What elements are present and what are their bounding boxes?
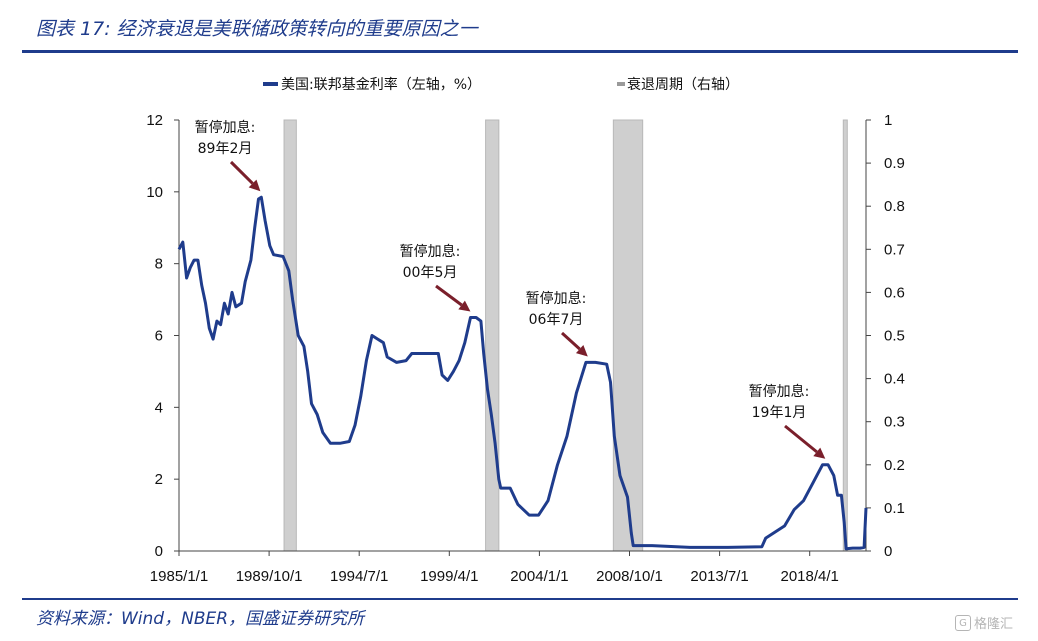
recession-bar-3 <box>612 119 644 552</box>
x-tick-label: 1994/7/1 <box>330 568 388 585</box>
x-tick-label: 2008/10/1 <box>596 568 663 585</box>
right-tick-label: 0.3 <box>884 414 905 431</box>
annotation-line1: 暂停加息: <box>526 290 587 307</box>
x-tick-label: 1999/4/1 <box>420 568 478 585</box>
annotation-arrow-shaft <box>560 331 581 351</box>
right-tick-label: 0.1 <box>884 500 905 517</box>
x-tick-label: 2013/7/1 <box>690 568 748 585</box>
right-tick-label: 0 <box>884 543 892 560</box>
x-tick-label: 1989/10/1 <box>236 568 303 585</box>
annotation-arrow-shaft <box>784 424 818 454</box>
x-tick-label: 2018/4/1 <box>781 568 839 585</box>
recession-bar-2 <box>485 119 500 552</box>
right-tick-label: 0.4 <box>884 371 905 388</box>
recession-bar-1 <box>283 119 297 552</box>
watermark: G 格隆汇 <box>955 613 1013 632</box>
fed-rate-line-group <box>177 195 868 551</box>
chart-title: 图表 17: 经济衰退是美联储政策转向的重要原因之一 <box>36 18 478 40</box>
annotation-line1: 暂停加息: <box>195 119 256 136</box>
right-tick-label: 1 <box>884 112 892 129</box>
left-tick-label: 10 <box>146 184 163 201</box>
annotation-line2: 00年5月 <box>403 265 458 281</box>
annotation-arrow-head <box>248 179 261 192</box>
annotation-line1: 暂停加息: <box>749 383 810 400</box>
right-tick-label: 0.2 <box>884 457 905 474</box>
annotation-line2: 89年2月 <box>198 141 253 157</box>
x-tick-label: 2004/1/1 <box>510 568 568 585</box>
legend-label-recession: 衰退周期（右轴） <box>627 76 739 93</box>
annotation-line2: 06年7月 <box>529 312 584 328</box>
legend: 美国:联邦基金利率（左轴，%） 衰退周期（右轴） <box>263 76 739 93</box>
annotation-line2: 19年1月 <box>752 405 807 421</box>
fed-rate-line <box>177 195 868 551</box>
left-tick-label: 2 <box>155 471 163 488</box>
annotation-arrow-shaft <box>229 160 254 185</box>
right-tick-label: 0.7 <box>884 241 905 258</box>
right-tick-label: 0.8 <box>884 198 905 215</box>
annotation-arrow-head <box>813 447 826 459</box>
left-tick-label: 12 <box>146 112 163 129</box>
annotation-line1: 暂停加息: <box>400 243 461 260</box>
recession-bar-4 <box>842 119 848 552</box>
annotation-arrow-shaft <box>435 284 463 307</box>
legend-label-fed-rate: 美国:联邦基金利率（左轴，%） <box>281 76 481 93</box>
axes: 0 2 4 6 8 10 12 0 0.1 0.2 0.3 0.4 0.5 0.6 0.7 0.8 0.9 1 19… <box>146 112 905 585</box>
right-tick-label: 0.9 <box>884 155 905 172</box>
bottom-rule <box>22 598 1018 600</box>
annotation-arrow-head <box>575 344 588 357</box>
left-tick-label: 8 <box>155 256 163 273</box>
right-tick-label: 0.5 <box>884 328 905 345</box>
left-tick-label: 0 <box>155 543 163 560</box>
left-tick-label: 4 <box>155 399 163 416</box>
watermark-text: 格隆汇 <box>974 617 1014 632</box>
source-note: 资料来源：Wind，NBER，国盛证券研究所 <box>36 609 365 629</box>
x-tick-label: 1985/1/1 <box>150 568 208 585</box>
left-tick-label: 6 <box>155 328 163 345</box>
right-tick-label: 0.6 <box>884 284 905 301</box>
watermark-logo-icon: G <box>955 614 971 631</box>
top-rule <box>22 50 1018 53</box>
annotation-arrow-head <box>458 300 471 312</box>
